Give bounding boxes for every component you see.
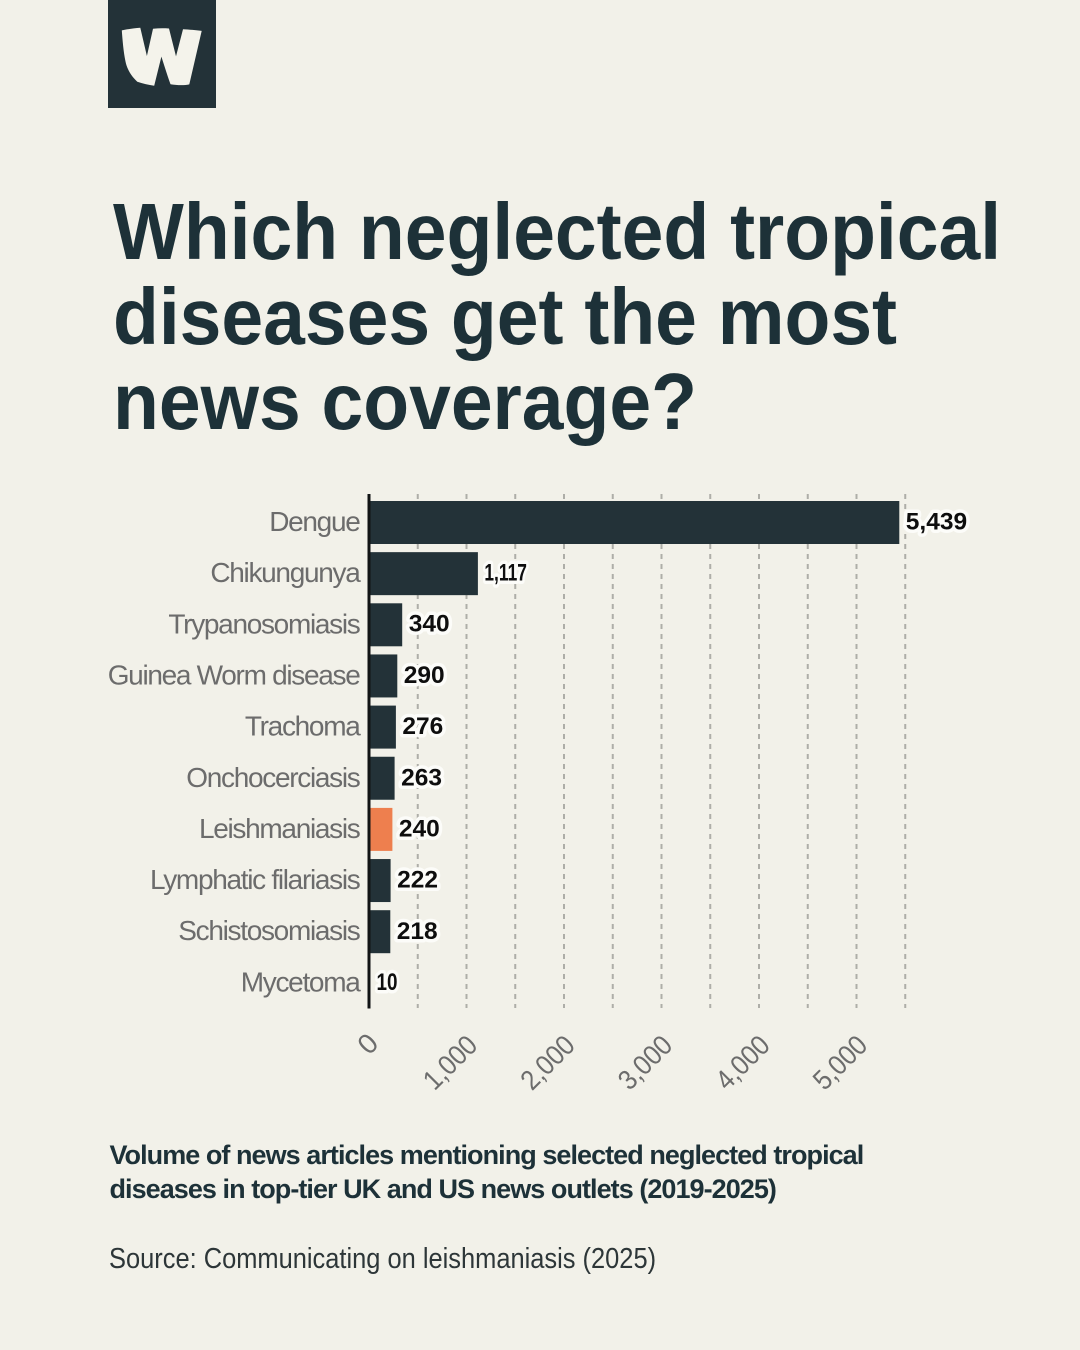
svg-text:1,117: 1,117 bbox=[484, 560, 527, 587]
svg-text:3,000: 3,000 bbox=[612, 1029, 678, 1095]
svg-text:2,000: 2,000 bbox=[514, 1029, 580, 1095]
svg-text:0: 0 bbox=[351, 1027, 384, 1060]
svg-text:Onchocerciasis: Onchocerciasis bbox=[186, 762, 360, 793]
svg-text:222: 222 bbox=[397, 867, 438, 894]
svg-text:218: 218 bbox=[397, 918, 438, 945]
svg-text:290: 290 bbox=[404, 662, 445, 689]
svg-text:Guinea Worm disease: Guinea Worm disease bbox=[108, 660, 361, 691]
svg-text:Dengue: Dengue bbox=[269, 506, 360, 537]
svg-text:263: 263 bbox=[401, 764, 442, 791]
svg-text:1,000: 1,000 bbox=[417, 1029, 483, 1095]
svg-text:Leishmaniasis: Leishmaniasis bbox=[199, 813, 360, 844]
svg-text:10: 10 bbox=[377, 969, 398, 996]
svg-text:4,000: 4,000 bbox=[709, 1029, 775, 1095]
svg-text:Trachoma: Trachoma bbox=[245, 711, 361, 742]
svg-text:276: 276 bbox=[402, 713, 443, 740]
svg-text:5,000: 5,000 bbox=[807, 1029, 873, 1095]
svg-text:5,439: 5,439 bbox=[906, 508, 967, 535]
svg-text:Trypanosomiasis: Trypanosomiasis bbox=[168, 608, 359, 639]
svg-text:Schistosomiasis: Schistosomiasis bbox=[178, 915, 360, 946]
svg-text:340: 340 bbox=[409, 611, 450, 638]
svg-text:Lymphatic filariasis: Lymphatic filariasis bbox=[150, 864, 360, 895]
svg-text:Chikungunya: Chikungunya bbox=[210, 557, 361, 588]
svg-text:240: 240 bbox=[399, 816, 440, 843]
svg-text:Mycetoma: Mycetoma bbox=[241, 966, 361, 997]
